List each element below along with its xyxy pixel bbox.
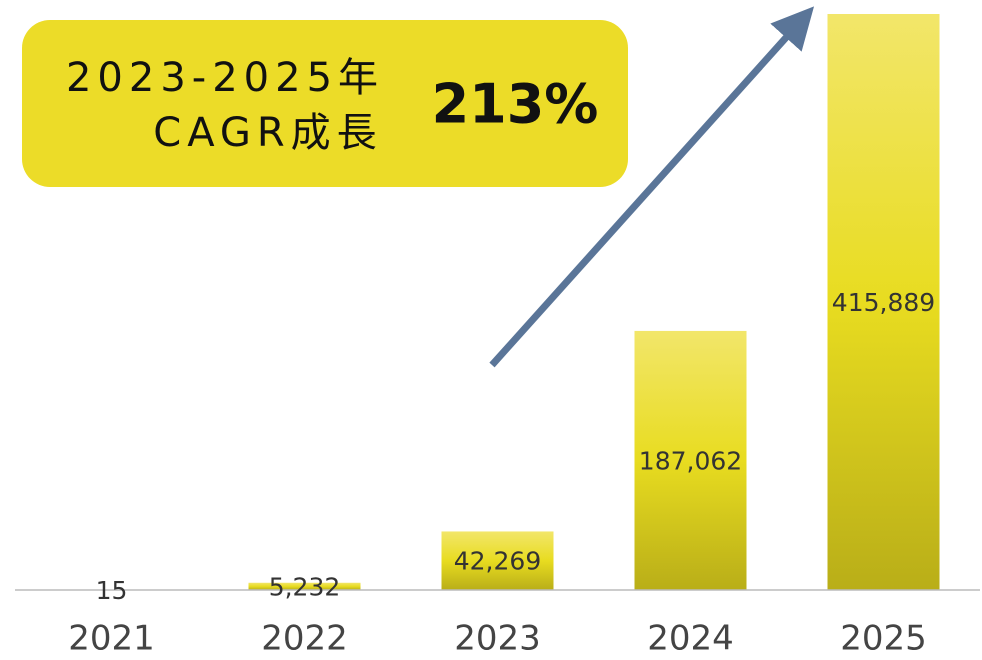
- annotation-box: [22, 20, 628, 187]
- bar: [248, 582, 361, 590]
- x-tick-label: 2024: [647, 619, 734, 659]
- x-tick-label: 2025: [840, 619, 927, 659]
- value-label: 15: [96, 576, 128, 605]
- annotation-line: CAGR成長: [153, 110, 382, 156]
- bar: [634, 330, 747, 590]
- value-label: 42,269: [454, 547, 541, 576]
- value-label: 415,889: [832, 288, 935, 317]
- bar: [827, 14, 940, 590]
- x-tick-label: 2021: [68, 619, 155, 659]
- annotation-value: 213%: [432, 73, 599, 136]
- value-label: 5,232: [269, 572, 341, 601]
- bar: [441, 531, 554, 590]
- x-tick-label: 2023: [454, 619, 541, 659]
- trend-arrow: [489, 6, 815, 368]
- value-label: 187,062: [639, 446, 742, 475]
- x-tick-label: 2022: [261, 619, 348, 659]
- annotation-line: 2023-2025年: [66, 55, 384, 101]
